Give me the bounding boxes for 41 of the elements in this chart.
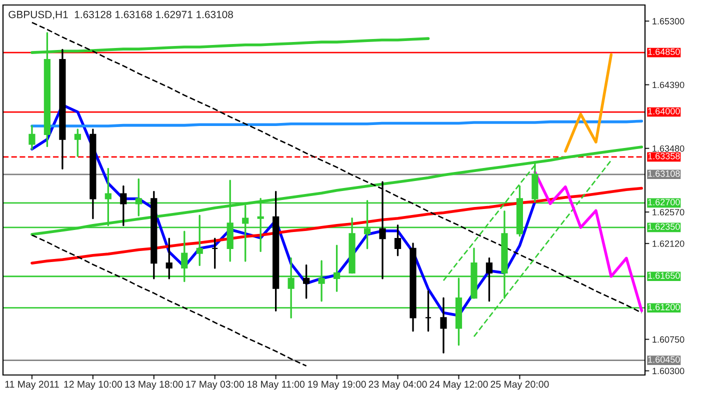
ref-line-label: 1.62700: [648, 198, 680, 206]
y-tick-label: 1.60300: [652, 368, 684, 374]
ref-line-label: 1.64000: [648, 108, 680, 114]
ref-line-label: 1.63108: [648, 170, 680, 177]
chart-title: GBPUSD,H1 1.63128 1.63168 1.62971 1.63108: [8, 10, 233, 20]
x-tick-label: 12 May 10:00: [64, 380, 122, 390]
x-tick-label: 13 May 18:00: [125, 380, 183, 390]
y-tick-label: 1.63480: [652, 145, 684, 152]
y-tick-label: 1.64390: [652, 82, 684, 88]
candlestick: [486, 257, 493, 302]
candlestick: [440, 297, 447, 354]
candlestick: [212, 238, 218, 269]
candlestick: [303, 264, 310, 299]
y-tick-label: 1.60750: [652, 336, 684, 343]
line-series: [564, 53, 613, 153]
y-tick-label: 1.62120: [652, 240, 684, 247]
candlestick: [424, 290, 432, 332]
x-tick-label: 17 May 03:00: [186, 380, 244, 390]
candlestick: [166, 238, 172, 280]
line-series: [534, 170, 644, 312]
x-tick-label: 24 May 12:00: [430, 380, 488, 390]
x-tick-label: 18 May 11:00: [247, 380, 305, 390]
ref-line-label: 1.60450: [648, 356, 680, 363]
line-series: [31, 22, 642, 314]
x-tick-label: 19 May 19:00: [308, 380, 366, 390]
line-series: [31, 234, 308, 367]
candlestick: [74, 128, 81, 157]
ref-line-label: 1.64850: [648, 48, 680, 55]
candlestick: [394, 224, 402, 256]
y-tick-label: 1.62570: [652, 209, 684, 216]
candlestick: [379, 181, 386, 280]
y-tick-label: 1.65300: [652, 18, 684, 24]
ref-line-label: 1.61650: [648, 272, 680, 279]
candlestick: [120, 185, 127, 226]
x-tick-label: 11 May 2011: [5, 380, 59, 390]
ref-line-label: 1.63358: [648, 152, 680, 160]
ref-line-label: 1.61200: [648, 304, 680, 310]
ref-line-label: 1.62350: [648, 223, 680, 230]
x-tick-label: 23 May 04:00: [368, 380, 427, 390]
x-tick-label: 25 May 20:00: [490, 380, 549, 390]
candlestick: [28, 125, 36, 150]
